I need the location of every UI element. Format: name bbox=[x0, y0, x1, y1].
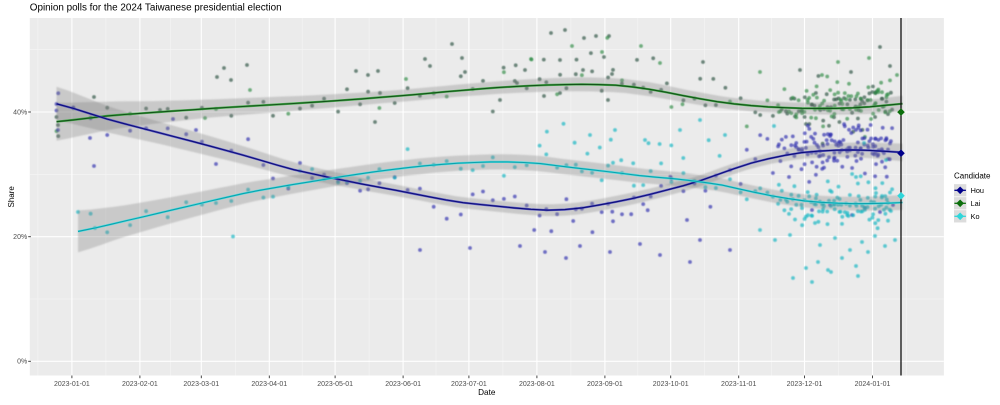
svg-text:Hou: Hou bbox=[971, 186, 984, 195]
svg-text:2023-01-01: 2023-01-01 bbox=[54, 381, 90, 388]
svg-text:2023-12-01: 2023-12-01 bbox=[787, 381, 823, 388]
svg-text:2023-11-01: 2023-11-01 bbox=[721, 381, 756, 388]
svg-text:Candidate: Candidate bbox=[954, 172, 991, 181]
svg-text:2023-09-01: 2023-09-01 bbox=[587, 381, 623, 388]
svg-text:2023-07-01: 2023-07-01 bbox=[451, 381, 487, 388]
svg-text:2023-02-01: 2023-02-01 bbox=[122, 381, 158, 388]
svg-text:Share: Share bbox=[7, 186, 16, 208]
svg-text:0%: 0% bbox=[17, 359, 27, 366]
svg-text:2023-04-01: 2023-04-01 bbox=[251, 381, 287, 388]
svg-text:40%: 40% bbox=[13, 109, 27, 116]
svg-text:20%: 20% bbox=[13, 234, 27, 241]
svg-text:2023-10-01: 2023-10-01 bbox=[653, 381, 689, 388]
svg-text:2024-01-01: 2024-01-01 bbox=[855, 381, 891, 388]
svg-text:Date: Date bbox=[478, 388, 496, 397]
svg-text:2023-06-01: 2023-06-01 bbox=[385, 381, 421, 388]
svg-text:Opinion polls for the 2024 Tai: Opinion polls for the 2024 Taiwanese pre… bbox=[30, 3, 282, 14]
svg-text:2023-05-01: 2023-05-01 bbox=[317, 381, 353, 388]
svg-text:2023-08-01: 2023-08-01 bbox=[519, 381, 555, 388]
svg-text:2023-03-01: 2023-03-01 bbox=[183, 381, 219, 388]
svg-text:Lai: Lai bbox=[971, 199, 981, 208]
svg-text:Ko: Ko bbox=[971, 212, 980, 221]
